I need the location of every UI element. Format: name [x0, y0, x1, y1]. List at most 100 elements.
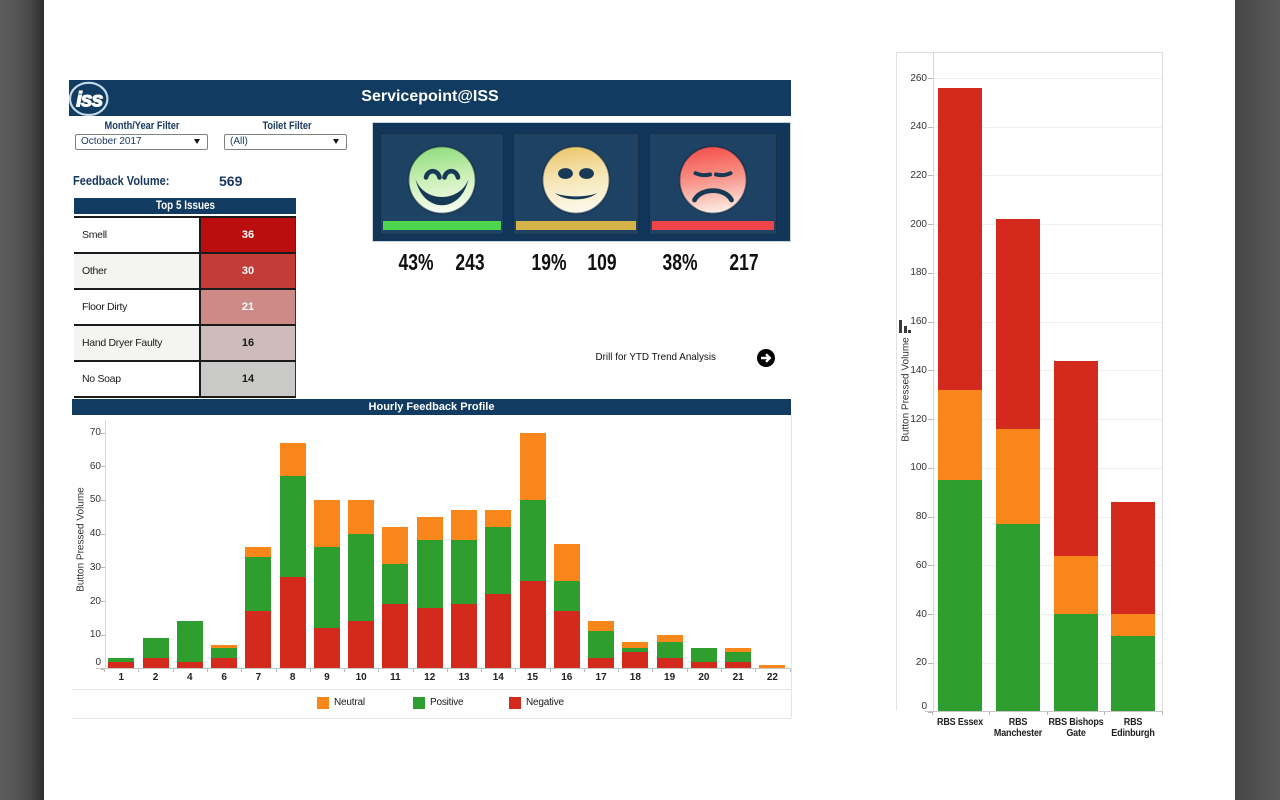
- x-tick-mark: [989, 711, 991, 715]
- issue-value: 16: [199, 326, 296, 360]
- chevron-down-icon: [194, 139, 200, 144]
- bar-segment-positive: [416, 540, 443, 608]
- toilet-filter-dropdown[interactable]: (All): [224, 134, 347, 150]
- x-tick-mark: [275, 668, 277, 672]
- mood-count: 109: [587, 249, 617, 275]
- bar-segment-positive: [211, 648, 238, 659]
- y-tick-label: 120: [910, 413, 927, 425]
- x-tick-mark: [344, 668, 346, 672]
- chart-border-right: [1162, 52, 1163, 711]
- bar-segment-positive: [995, 523, 1040, 712]
- y-tick-label: 40: [915, 608, 927, 620]
- top-issues-table: Smell 36 Other 30 Floor Dirty 21 Hand Dryer Fa…: [74, 216, 296, 398]
- month-year-filter-label: Month/Year Filter: [104, 120, 180, 132]
- section-border-bottom: [72, 717, 791, 719]
- x-tick-mark: [378, 668, 380, 672]
- bar-segment-negative: [142, 658, 169, 669]
- bar-segment-positive: [622, 648, 649, 652]
- bar-segment-positive: [588, 631, 615, 659]
- legend-label: Negative: [526, 697, 564, 708]
- toilet-filter-label: Toilet Filter: [262, 120, 312, 132]
- x-category-label: RBS Edinburgh: [1111, 716, 1155, 739]
- x-tick-mark: [1046, 711, 1048, 715]
- feedback-volume-value: 569: [219, 173, 243, 189]
- x-tick-mark: [172, 668, 174, 672]
- gridline: [932, 516, 1162, 518]
- y-tick-mark: [928, 126, 933, 128]
- bar-segment-neutral: [245, 547, 272, 558]
- section-divider: [72, 688, 791, 690]
- x-tick-mark: [652, 668, 654, 672]
- x-category-label: 14: [492, 671, 504, 683]
- y-tick-label: 180: [910, 267, 927, 279]
- legend-label: Neutral: [334, 697, 365, 708]
- bar-segment-negative: [485, 594, 512, 669]
- page-title: Servicepoint@ISS: [361, 88, 499, 105]
- mood-percentage: 38%: [662, 249, 698, 275]
- bar-segment-neutral: [451, 510, 477, 541]
- bar-segment-positive: [176, 621, 203, 662]
- y-tick-label: 200: [910, 218, 927, 230]
- legend-item-negative: Negative: [509, 697, 599, 709]
- gridline: [932, 272, 1162, 274]
- gridline: [932, 78, 1162, 79]
- bar-segment-negative: [725, 661, 752, 669]
- arrow-right-circle-icon[interactable]: [756, 348, 776, 368]
- mood-color-bar: [516, 221, 636, 230]
- bar-segment-positive: [245, 557, 272, 612]
- bar-segment-neutral: [553, 543, 580, 581]
- y-tick-mark: [100, 432, 106, 434]
- month-year-filter-dropdown[interactable]: October 2017: [75, 134, 208, 150]
- y-tick-mark: [928, 662, 933, 664]
- legend-item-positive: Positive: [413, 697, 503, 709]
- issue-label: Smell: [74, 218, 199, 252]
- gridline: [932, 126, 1162, 128]
- y-tick-mark: [928, 711, 933, 713]
- y-tick-mark: [928, 321, 933, 323]
- x-tick-mark: [206, 668, 208, 672]
- x-category-label: 11: [390, 671, 401, 683]
- x-tick-mark: [309, 668, 311, 672]
- table-row: Floor Dirty 21: [74, 290, 296, 326]
- chart-border-left: [896, 52, 897, 711]
- gridline: [932, 419, 1162, 421]
- x-category-label: 13: [458, 671, 470, 683]
- bar-segment-negative: [416, 607, 443, 669]
- gridline: [932, 467, 1162, 469]
- x-category-label: 2: [152, 671, 159, 683]
- y-tick-label: 0: [921, 700, 927, 712]
- bar-segment-neutral: [725, 648, 752, 652]
- x-tick-mark: [618, 668, 620, 672]
- y-tick-mark: [928, 370, 933, 372]
- gridline: [932, 565, 1162, 567]
- y-tick-mark: [100, 533, 106, 535]
- legend-swatch: [413, 697, 425, 709]
- bar-segment-positive: [485, 526, 512, 595]
- y-axis-title: Button Pressed Volume: [75, 487, 87, 592]
- y-tick-mark: [928, 419, 933, 421]
- bar-segment-positive: [142, 638, 169, 659]
- y-tick-mark: [100, 466, 106, 468]
- bar-segment-positive: [1111, 635, 1156, 712]
- x-category-label: RBS Manchester: [993, 716, 1042, 739]
- y-tick-mark: [100, 567, 106, 569]
- y-tick-label: 10: [89, 629, 101, 641]
- bar-segment-neutral: [519, 432, 546, 500]
- x-tick-mark: [446, 668, 448, 672]
- bar-segment-neutral: [485, 510, 512, 527]
- gridline: [932, 370, 1162, 372]
- x-category-label: 8: [289, 671, 296, 683]
- x-tick-mark: [583, 668, 585, 672]
- bar-segment-neutral: [1053, 555, 1098, 615]
- gridline: [932, 662, 1162, 664]
- chevron-down-icon: [333, 139, 339, 144]
- y-tick-label: 20: [915, 657, 927, 669]
- issue-label: No Soap: [74, 362, 199, 396]
- bar-segment-negative: [1111, 501, 1156, 615]
- bar-segment-negative: [995, 219, 1040, 429]
- mood-percentage: 19%: [531, 249, 567, 275]
- legend-swatch: [317, 697, 329, 709]
- x-tick-mark: [481, 668, 483, 672]
- bar-segment-neutral: [1111, 614, 1156, 636]
- y-tick-mark: [928, 467, 933, 469]
